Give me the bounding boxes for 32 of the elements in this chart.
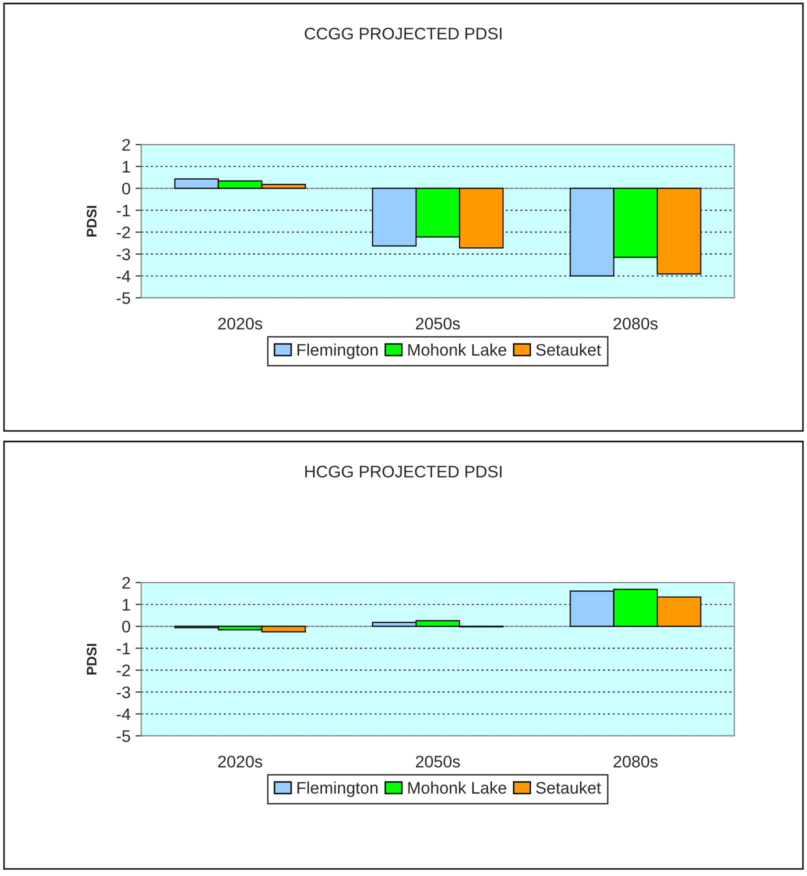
y-tick-label: -2 [116, 664, 130, 676]
y-axis-title: PDSI [86, 644, 97, 674]
legend-label: Flemington [298, 782, 378, 798]
y-tick-label: -3 [116, 248, 130, 260]
x-tick-label: 2050s [416, 318, 460, 330]
legend-label: Setauket [536, 782, 601, 794]
chart-title: CCGG PROJECTED PDSI [304, 28, 502, 40]
chart-title: HCGG PROJECTED PDSI [305, 466, 502, 478]
y-tick-label: -5 [116, 730, 130, 742]
y-tick-label: -1 [116, 204, 130, 216]
x-tick-label: 2080s [614, 756, 658, 768]
y-tick-label: 1 [122, 161, 130, 172]
x-tick-label: 2020s [218, 318, 262, 330]
y-tick-label: 0 [122, 182, 130, 195]
x-tick-label: 2080s [614, 318, 658, 330]
y-tick-label: 2 [122, 576, 130, 589]
legend-label: Flemington [298, 344, 378, 360]
y-tick-label: -4 [116, 708, 130, 720]
legend-label: Mohonk Lake [408, 344, 506, 356]
y-tick-label: 2 [122, 138, 130, 151]
y-tick-label: -5 [116, 292, 130, 304]
y-axis-title: PDSI [86, 206, 97, 236]
y-tick-label: -1 [116, 642, 130, 654]
x-tick-label: 2050s [416, 756, 460, 768]
legend-label: Mohonk Lake [408, 782, 506, 794]
y-tick-label: 0 [122, 620, 130, 633]
y-tick-label: -4 [116, 270, 130, 282]
legend-label: Setauket [536, 344, 601, 356]
y-tick-label: -2 [116, 226, 130, 238]
y-tick-label: -3 [116, 686, 130, 698]
x-tick-label: 2020s [218, 756, 262, 768]
y-tick-label: 1 [122, 599, 130, 610]
